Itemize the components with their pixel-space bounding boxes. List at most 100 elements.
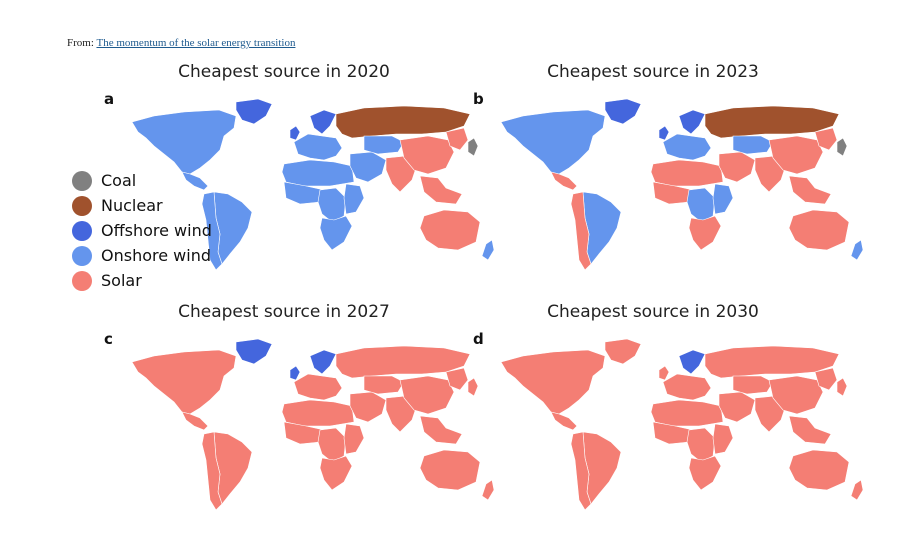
region-china xyxy=(399,135,455,175)
panel-title: Cheapest source in 2023 xyxy=(547,62,759,82)
panel-letter: a xyxy=(104,90,115,108)
map-panel-d: Cheapest source in 2030 d xyxy=(473,302,864,522)
region-east-africa xyxy=(343,183,365,215)
region-north-africa xyxy=(281,159,355,187)
region-australia xyxy=(788,449,850,491)
legend-label: Onshore wind xyxy=(101,246,211,265)
region-southern-africa xyxy=(319,455,353,491)
world-map xyxy=(500,338,864,511)
source-line: From: The momentum of the solar energy t… xyxy=(67,37,295,49)
legend-item-offshore: Offshore wind xyxy=(72,218,212,243)
region-japan xyxy=(836,137,848,157)
region-australia xyxy=(419,449,481,491)
region-scandinavia xyxy=(678,109,706,135)
region-north-america xyxy=(500,349,606,415)
legend-swatch xyxy=(72,170,92,191)
region-southeast-asia xyxy=(419,415,463,445)
region-central-asia xyxy=(363,135,405,155)
legend: Coal Nuclear Offshore wind Onshore wind Sola… xyxy=(72,168,212,293)
region-uk xyxy=(658,365,670,381)
source-link[interactable]: The momentum of the solar energy transit… xyxy=(96,37,296,49)
source-prefix: From: xyxy=(67,37,94,49)
legend-label: Nuclear xyxy=(101,196,163,215)
region-europe xyxy=(662,373,712,401)
region-greenland xyxy=(235,338,273,365)
region-central-asia xyxy=(732,375,774,395)
region-central-america xyxy=(181,411,209,431)
region-china xyxy=(768,375,824,415)
region-north-america xyxy=(131,109,237,175)
map-panel-a: Cheapest source in 2020 a xyxy=(104,62,495,282)
region-uk xyxy=(658,125,670,141)
region-central-america xyxy=(550,171,578,191)
panel-title: Cheapest source in 2027 xyxy=(178,302,390,322)
legend-label: Solar xyxy=(101,271,142,290)
panel-letter: c xyxy=(104,330,113,348)
region-southern-africa xyxy=(319,215,353,251)
map-panel-c: Cheapest source in 2027 c xyxy=(104,302,495,522)
region-japan xyxy=(467,137,479,157)
region-scandinavia xyxy=(309,349,337,375)
legend-item-coal: Coal xyxy=(72,168,212,193)
region-southeast-asia xyxy=(419,175,463,205)
panel-letter: d xyxy=(473,330,484,348)
region-uk xyxy=(289,365,301,381)
region-new-zealand xyxy=(850,479,864,501)
region-japan xyxy=(836,377,848,397)
region-new-zealand xyxy=(850,239,864,261)
region-middle-east xyxy=(718,391,756,423)
region-russia xyxy=(704,105,840,139)
region-southern-africa xyxy=(688,455,722,491)
region-north-america xyxy=(500,109,606,175)
region-russia xyxy=(704,345,840,379)
region-europe xyxy=(293,373,343,401)
region-north-africa xyxy=(281,399,355,427)
region-central-america xyxy=(550,411,578,431)
world-map xyxy=(131,98,495,271)
region-east-africa xyxy=(712,183,734,215)
region-central-africa xyxy=(686,427,716,463)
region-east-africa xyxy=(712,423,734,455)
region-south-america xyxy=(213,191,253,265)
region-japan xyxy=(467,377,479,397)
legend-swatch xyxy=(72,220,92,241)
region-uk xyxy=(289,125,301,141)
region-southern-africa xyxy=(688,215,722,251)
region-new-zealand xyxy=(481,239,495,261)
region-east-africa xyxy=(343,423,365,455)
region-greenland xyxy=(604,98,642,125)
region-new-zealand xyxy=(481,479,495,501)
world-map xyxy=(500,98,864,271)
legend-label: Offshore wind xyxy=(101,221,212,240)
region-russia xyxy=(335,105,471,139)
region-south-america xyxy=(213,431,253,505)
legend-swatch xyxy=(72,195,92,216)
region-east-asia xyxy=(445,367,469,391)
region-australia xyxy=(419,209,481,251)
region-central-america xyxy=(181,171,209,191)
region-south-america-west xyxy=(570,191,592,271)
legend-label: Coal xyxy=(101,171,137,190)
region-central-asia xyxy=(363,375,405,395)
region-south-america-west xyxy=(570,431,592,511)
region-china xyxy=(768,135,824,175)
region-europe xyxy=(293,133,343,161)
region-china xyxy=(399,375,455,415)
region-southeast-asia xyxy=(788,175,832,205)
legend-swatch xyxy=(72,270,92,291)
region-central-africa xyxy=(317,427,347,463)
region-north-africa xyxy=(650,399,724,427)
panel-title: Cheapest source in 2030 xyxy=(547,302,759,322)
region-greenland xyxy=(604,338,642,365)
region-greenland xyxy=(235,98,273,125)
region-east-asia xyxy=(814,367,838,391)
region-east-asia xyxy=(445,127,469,151)
region-south-america-west xyxy=(201,431,223,511)
region-south-america xyxy=(582,191,622,265)
legend-item-onshore: Onshore wind xyxy=(72,243,212,268)
region-middle-east xyxy=(349,151,387,183)
region-scandinavia xyxy=(678,349,706,375)
world-map xyxy=(131,338,495,511)
legend-swatch xyxy=(72,245,92,266)
region-southeast-asia xyxy=(788,415,832,445)
